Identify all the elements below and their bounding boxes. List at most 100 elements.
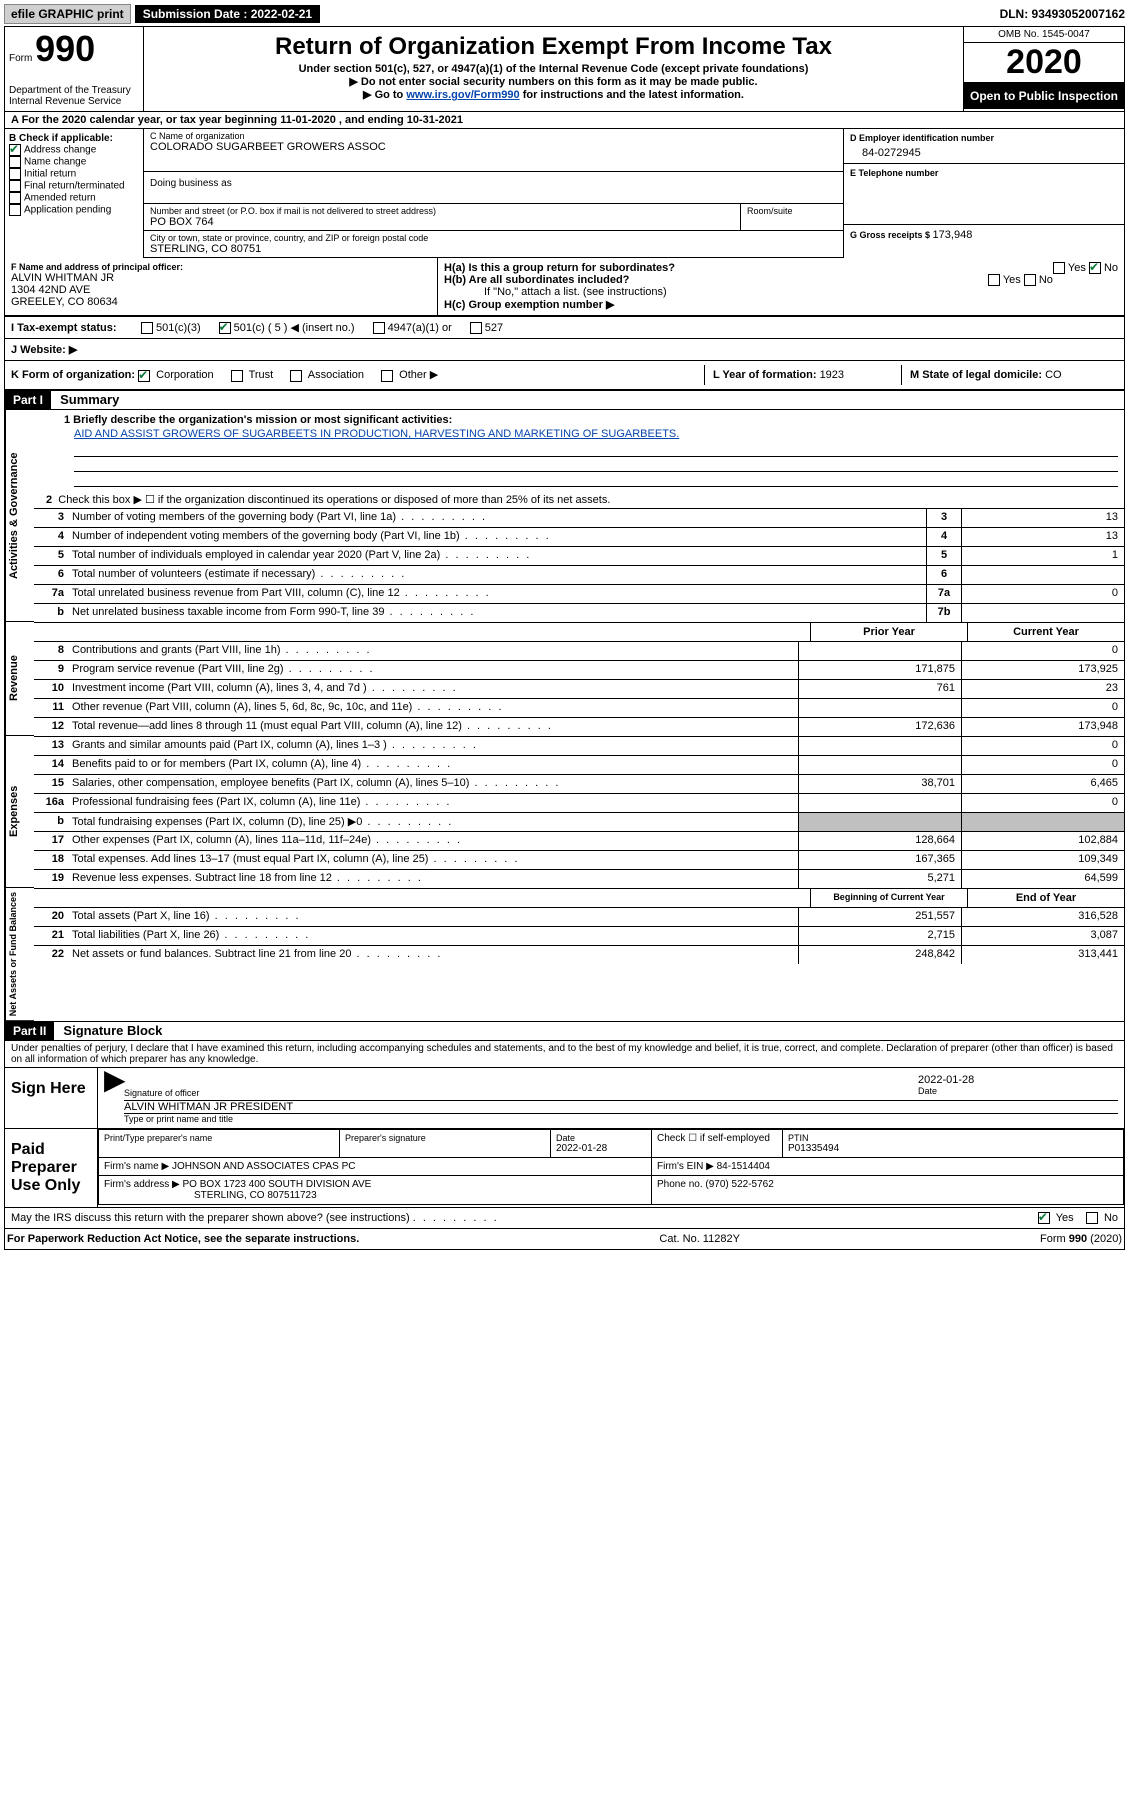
current-value: 0 [961, 756, 1124, 774]
line-text: Total fundraising expenses (Part IX, col… [68, 813, 798, 831]
current-value: 23 [961, 680, 1124, 698]
vlab-gov: Activities & Governance [5, 410, 34, 622]
form-number: 990 [35, 28, 95, 69]
line-text: Benefits paid to or for members (Part IX… [68, 756, 798, 774]
page-footer: For Paperwork Reduction Act Notice, see … [5, 1228, 1124, 1249]
line-num: 14 [34, 756, 68, 774]
line-value: 13 [961, 528, 1124, 546]
k-trust-checkbox[interactable] [231, 370, 243, 382]
domicile-state: CO [1045, 369, 1062, 381]
ha-yes-checkbox[interactable] [1053, 262, 1065, 274]
self-employed-cell: Check ☐ if self-employed [652, 1130, 783, 1158]
hb-no-checkbox[interactable] [1024, 274, 1036, 286]
line-text: Total liabilities (Part X, line 26) [68, 927, 798, 945]
line-text: Program service revenue (Part VIII, line… [68, 661, 798, 679]
firm-addr-cell: Firm's address ▶ PO BOX 1723 400 SOUTH D… [99, 1176, 652, 1205]
line-num: 11 [34, 699, 68, 717]
b-checkbox[interactable] [9, 156, 21, 168]
dln-label: DLN: 93493052007162 [1000, 7, 1125, 21]
i-501c-checkbox[interactable] [219, 322, 231, 334]
irs-link[interactable]: www.irs.gov/Form990 [406, 89, 519, 101]
instr-1: ▶ Do not enter social security numbers o… [152, 75, 955, 88]
k-other-checkbox[interactable] [381, 370, 393, 382]
part1-title: Summary [54, 392, 119, 407]
ha-no-checkbox[interactable] [1089, 262, 1101, 274]
b-checkbox[interactable] [9, 144, 21, 156]
right-column: D Employer identification number 84-0272… [843, 129, 1124, 258]
line-text: Total revenue—add lines 8 through 11 (mu… [68, 718, 798, 736]
paid-body: Print/Type preparer's name Preparer's si… [98, 1129, 1124, 1207]
b-checkbox[interactable] [9, 180, 21, 192]
i-501c3-checkbox[interactable] [141, 322, 153, 334]
b-label: Name change [24, 157, 86, 168]
summary-line: b Total fundraising expenses (Part IX, c… [34, 812, 1124, 831]
k-assoc-checkbox[interactable] [290, 370, 302, 382]
prep-sig-cell: Preparer's signature [340, 1130, 551, 1158]
line-text: Revenue less expenses. Subtract line 18 … [68, 870, 798, 888]
firm-name-label: Firm's name ▶ [104, 1161, 169, 1172]
discuss-yes-checkbox[interactable] [1038, 1212, 1050, 1224]
summary-line: 21 Total liabilities (Part X, line 26) 2… [34, 926, 1124, 945]
begin-year-head: Beginning of Current Year [810, 889, 967, 907]
prep-sig-label: Preparer's signature [345, 1133, 545, 1143]
footer-mid: Cat. No. 11282Y [659, 1233, 740, 1245]
net-header-row: Beginning of Current Year End of Year [34, 888, 1124, 907]
current-value: 6,465 [961, 775, 1124, 793]
formation-year: 1923 [820, 369, 844, 381]
hb-yes-checkbox[interactable] [988, 274, 1000, 286]
prior-value: 171,875 [798, 661, 961, 679]
b-label: Final return/terminated [24, 181, 125, 192]
prep-date: 2022-01-28 [556, 1143, 646, 1154]
b-checkbox[interactable] [9, 204, 21, 216]
i-4947-checkbox[interactable] [373, 322, 385, 334]
line-text: Professional fundraising fees (Part IX, … [68, 794, 798, 812]
b-item: Name change [9, 156, 139, 168]
line-text: Investment income (Part VIII, column (A)… [68, 680, 798, 698]
officer-sig-line: Signature of officer 2022-01-28 Date [124, 1072, 1118, 1101]
prior-value [798, 756, 961, 774]
firm-ein-cell: Firm's EIN ▶ 84-1514404 [652, 1158, 1124, 1176]
line-a: A For the 2020 calendar year, or tax yea… [5, 112, 1124, 129]
line-num: 22 [34, 946, 68, 964]
firm-name-cell: Firm's name ▶ JOHNSON AND ASSOCIATES CPA… [99, 1158, 652, 1176]
phone-cell: Phone no. (970) 522-5762 [652, 1176, 1124, 1205]
current-value: 316,528 [961, 908, 1124, 926]
form-word: Form [9, 53, 32, 64]
hb-answers: Yes No [988, 274, 1053, 286]
instr-2: ▶ Go to www.irs.gov/Form990 for instruct… [152, 88, 955, 101]
discuss-row: May the IRS discuss this return with the… [5, 1207, 1124, 1228]
line-box: 4 [926, 528, 961, 546]
summary-line: 7a Total unrelated business revenue from… [34, 584, 1124, 603]
prior-value: 38,701 [798, 775, 961, 793]
i-opt1: 501(c)(3) [156, 322, 201, 334]
line-num: 19 [34, 870, 68, 888]
l-label: L Year of formation: [713, 369, 820, 381]
k-opt4: Other ▶ [399, 369, 438, 381]
summary-line: 8 Contributions and grants (Part VIII, l… [34, 641, 1124, 660]
summary-line: 16a Professional fundraising fees (Part … [34, 793, 1124, 812]
net-body: Beginning of Current Year End of Year 20… [34, 888, 1124, 1021]
prior-year-head: Prior Year [810, 623, 967, 641]
discuss-no-checkbox[interactable] [1086, 1212, 1098, 1224]
section-d: D Employer identification number 84-0272… [844, 129, 1124, 164]
section-b: B Check if applicable: Address changeNam… [5, 129, 144, 258]
line-num: 12 [34, 718, 68, 736]
mission-link[interactable]: AID AND ASSIST GROWERS OF SUGARBEETS IN … [74, 428, 679, 440]
k-corp-checkbox[interactable] [138, 370, 150, 382]
part1-bar: Part I Summary [5, 390, 1124, 410]
i-527-checkbox[interactable] [470, 322, 482, 334]
b-checkbox[interactable] [9, 168, 21, 180]
section-f: F Name and address of principal officer:… [5, 258, 438, 315]
discuss-text: May the IRS discuss this return with the… [11, 1212, 410, 1224]
vlab-net: Net Assets or Fund Balances [5, 888, 34, 1021]
section-h: H(a) Is this a group return for subordin… [438, 258, 1124, 315]
ptin-value: P01335494 [788, 1143, 1118, 1154]
b-checkbox[interactable] [9, 192, 21, 204]
submission-date: Submission Date : 2022-02-21 [135, 5, 320, 23]
i-opt3: 4947(a)(1) or [388, 322, 452, 334]
firm-addr2: STERLING, CO 807511723 [104, 1190, 646, 1201]
part2-header: Part II [5, 1022, 54, 1040]
section-g: G Gross receipts $ 173,948 [844, 225, 1124, 245]
summary-line: 5 Total number of individuals employed i… [34, 546, 1124, 565]
current-value: 0 [961, 642, 1124, 660]
